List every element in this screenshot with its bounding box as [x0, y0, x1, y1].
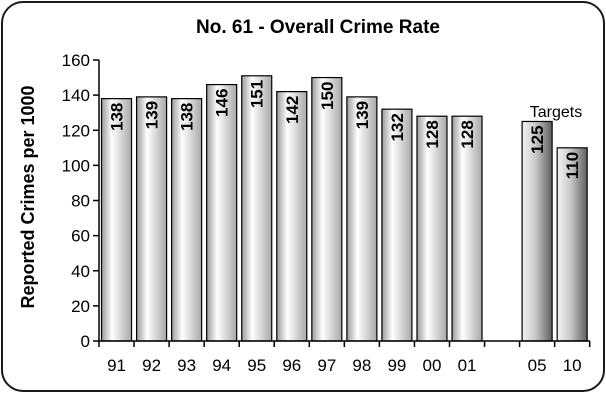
- y-tick-label: 60: [71, 227, 90, 246]
- bar: [100, 98, 133, 342]
- y-tick-label: 20: [71, 297, 90, 316]
- x-tick-label: 92: [142, 356, 161, 375]
- targets-annotation: Targets: [530, 104, 582, 121]
- x-axis: 91 92 93 94 95 96 97 98 99 00 01 05 10: [98, 340, 591, 375]
- x-tick-label: 96: [282, 356, 301, 375]
- y-tick-label: 80: [71, 192, 90, 211]
- bar-data-label: 139: [353, 101, 372, 129]
- y-axis: 0 20 40 60 80 100 120 140 160: [62, 51, 100, 351]
- bar-data-label: 139: [143, 101, 162, 129]
- bar: [416, 115, 448, 342]
- x-tick-label: 10: [563, 356, 582, 375]
- x-tick-label: 93: [177, 356, 196, 375]
- bar-data-label: 142: [283, 96, 302, 124]
- y-tick-label: 120: [62, 121, 90, 140]
- y-tick-label: 140: [62, 86, 90, 105]
- x-tick-label: 05: [528, 356, 547, 375]
- x-tick-label: 91: [107, 356, 126, 375]
- bar-data-label: 132: [388, 113, 407, 141]
- target-bar: [521, 120, 553, 342]
- bar-data-label: 138: [108, 103, 127, 131]
- bar-data-label: 128: [458, 120, 477, 148]
- x-tick-label: 00: [423, 356, 442, 375]
- bar: [276, 91, 308, 342]
- bar: [451, 115, 483, 342]
- bar: [241, 75, 273, 342]
- bar-data-label: 151: [248, 80, 267, 108]
- bar: [311, 76, 343, 342]
- bar-data-label: 128: [423, 120, 442, 148]
- x-tick-label: 94: [212, 356, 231, 375]
- y-tick-label: 160: [62, 51, 90, 70]
- x-tick-label: 01: [458, 356, 477, 375]
- x-tick-label: 97: [317, 356, 336, 375]
- bar: [171, 98, 203, 342]
- y-axis-title: Reported Crimes per 1000: [18, 85, 38, 308]
- y-tick-label: 40: [71, 262, 90, 281]
- bar: [135, 96, 168, 342]
- bar-data-label: 146: [213, 89, 232, 117]
- bar: [381, 108, 413, 342]
- y-tick-label: 0: [81, 332, 90, 351]
- chart-title: No. 61 - Overall Crime Rate: [196, 17, 440, 38]
- data-labels-group: 138 139 138 146 151 142 150 139 132 128 128 125 110: [108, 80, 583, 179]
- bars-group: [100, 75, 588, 342]
- bar-data-label: 138: [178, 103, 197, 131]
- x-tick-label: 99: [387, 356, 406, 375]
- x-tick-label: 98: [352, 356, 371, 375]
- y-tick-label: 100: [62, 156, 90, 175]
- bar-data-label: 125: [528, 125, 547, 153]
- x-tick-label: 95: [247, 356, 266, 375]
- bar: [346, 96, 378, 342]
- bar: [206, 83, 238, 342]
- bar-data-label: 150: [318, 82, 337, 110]
- bar-data-label: 110: [563, 152, 582, 179]
